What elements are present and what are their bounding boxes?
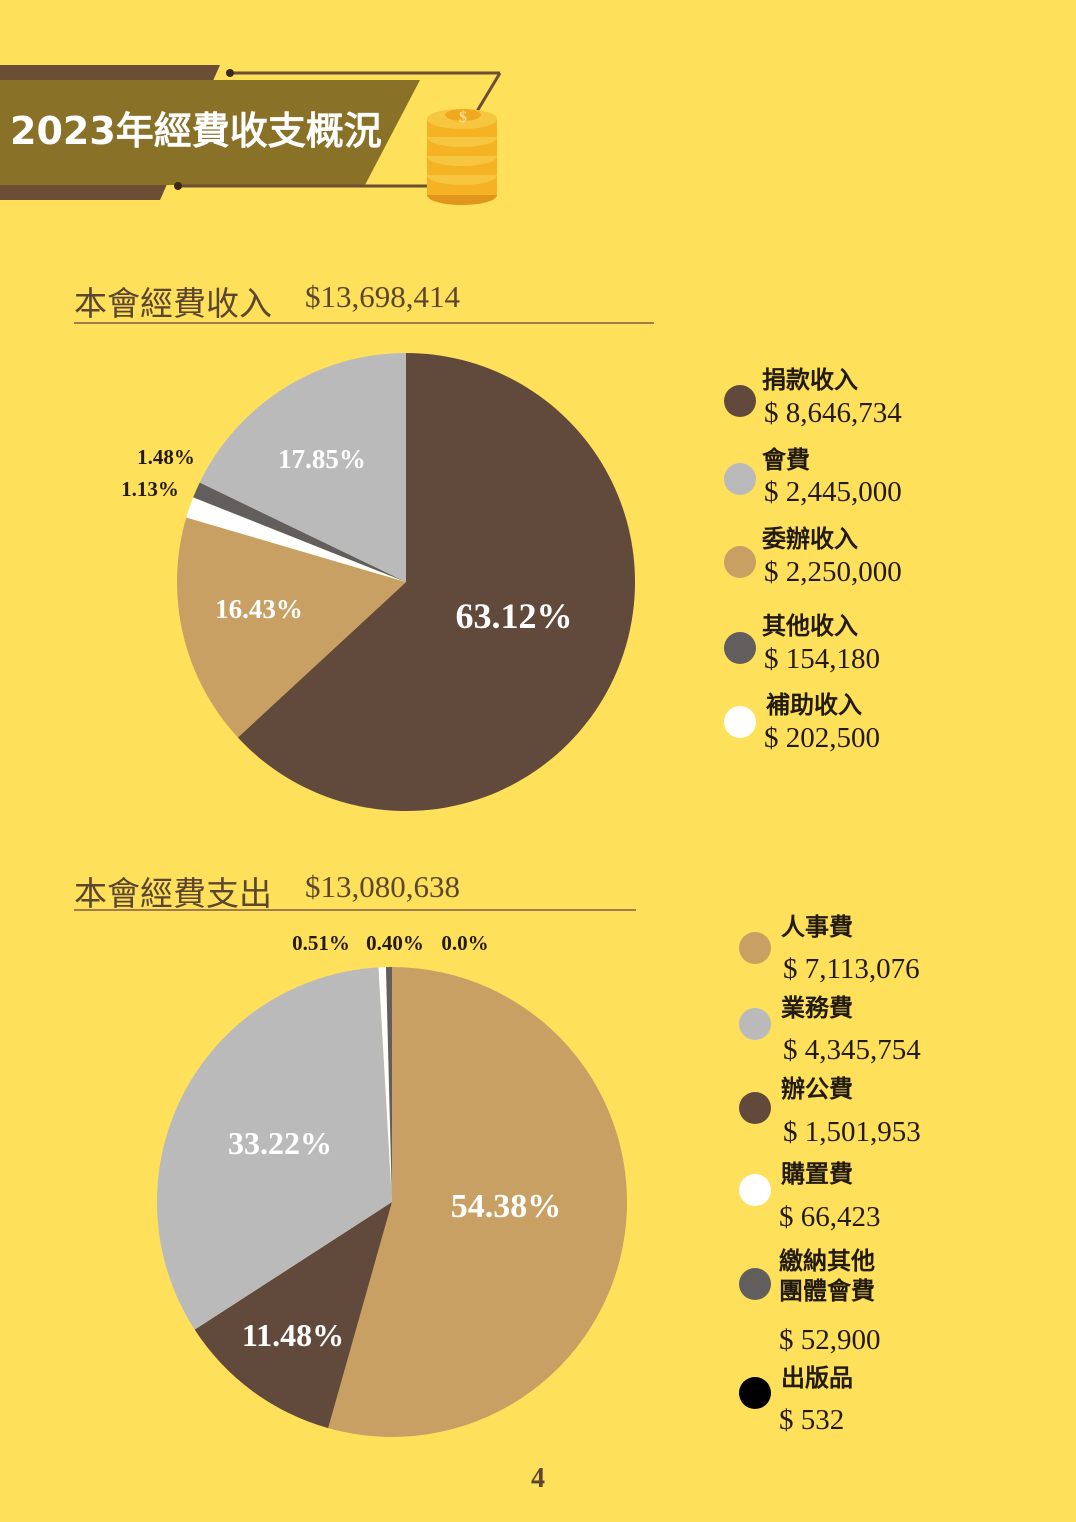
legend-swatch xyxy=(724,706,756,738)
income-heading: 本會經費收入 xyxy=(74,284,272,323)
legend-label: 出版品 xyxy=(781,1364,853,1392)
coin-stack-icon: $ xyxy=(427,109,497,205)
legend-swatch xyxy=(724,632,756,664)
legend-label: 辦公費 xyxy=(781,1075,853,1103)
pie-percent-label: 1.13% xyxy=(121,477,179,501)
legend-amount: $ 532 xyxy=(779,1404,845,1436)
pie-slice xyxy=(186,497,406,582)
legend-amount: $ 66,423 xyxy=(779,1201,881,1233)
legend-swatch xyxy=(724,463,756,495)
legend-amount: $ 7,113,076 xyxy=(783,953,920,985)
expense-heading: 本會經費支出 xyxy=(74,874,272,913)
pie-slice xyxy=(193,482,406,582)
legend-label: 業務費 xyxy=(781,994,853,1022)
legend-amount: $ 2,445,000 xyxy=(764,476,902,508)
pie-percent-label: 1.48% xyxy=(137,445,195,469)
pie-slice xyxy=(157,967,392,1330)
legend-amount: $ 1,501,953 xyxy=(783,1116,921,1148)
page-title: 2023年經費收支概況 xyxy=(10,109,382,153)
legend-amount: $ 8,646,734 xyxy=(764,397,902,429)
expense-total: $13,080,638 xyxy=(305,869,460,904)
pie-percent-label: 16.43% xyxy=(215,594,303,624)
pie-percent-label: 33.22% xyxy=(228,1125,332,1161)
pie-percent-label: 0.40% xyxy=(366,931,424,955)
expense-divider xyxy=(74,909,636,911)
legend-label: 捐款收入 xyxy=(762,366,858,394)
legend-label: 補助收入 xyxy=(766,691,862,719)
pie-percent-labels: 63.12% 16.43% 1.13% 1.48% 17.85% 54.38% 11.48%… xyxy=(121,444,572,1353)
pie-percent-label: 54.38% xyxy=(451,1188,562,1225)
legend-swatch xyxy=(739,1377,771,1409)
legend-amount: $ 4,345,754 xyxy=(783,1034,921,1066)
legend-label: 其他收入 xyxy=(762,612,858,640)
pie-percent-label: 63.12% xyxy=(456,596,573,636)
income-divider xyxy=(74,322,654,324)
income-pie-chart xyxy=(176,353,635,812)
pie-slice xyxy=(199,353,406,582)
legend-swatch xyxy=(739,932,771,964)
pie-slice xyxy=(385,967,392,1202)
legend-swatch xyxy=(739,1174,771,1206)
legend-swatch xyxy=(724,385,756,417)
pie-percent-label: 0.0% xyxy=(441,931,488,955)
legend-swatch xyxy=(724,546,756,578)
legend-swatch xyxy=(739,1092,771,1124)
pie-slice xyxy=(378,967,392,1202)
legend-label: 人事費 xyxy=(781,913,853,941)
title-banner: $ xyxy=(0,65,502,205)
pie-percent-label: 0.51% xyxy=(292,931,350,955)
legend-label: 委辦收入 xyxy=(762,525,858,553)
pie-slice xyxy=(194,1202,392,1429)
page-number: 4 xyxy=(531,1463,545,1494)
svg-text:$: $ xyxy=(459,109,467,126)
legend-label: 會費 xyxy=(762,446,810,474)
legend-amount: $ 2,250,000 xyxy=(764,556,902,588)
pie-percent-label: 11.48% xyxy=(242,1317,344,1353)
pie-slice xyxy=(328,967,627,1437)
legend-swatch xyxy=(739,1008,771,1040)
pie-slice xyxy=(176,517,406,738)
pie-percent-label: 17.85% xyxy=(278,444,366,474)
legend-amount: $ 154,180 xyxy=(764,643,880,675)
pie-slice xyxy=(237,353,635,812)
expense-pie-chart xyxy=(157,967,627,1437)
legend-swatch xyxy=(739,1268,771,1300)
legend-label: 繳納其他 團體會費 xyxy=(779,1247,875,1305)
legend-amount: $ 202,500 xyxy=(764,722,880,754)
income-total: $13,698,414 xyxy=(305,279,460,314)
legend-label: 購置費 xyxy=(781,1160,853,1188)
legend-amount: $ 52,900 xyxy=(779,1324,881,1356)
